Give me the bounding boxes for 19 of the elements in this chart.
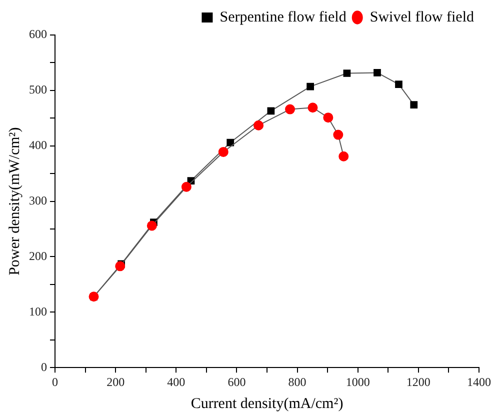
legend-label: Serpentine flow field bbox=[220, 9, 347, 26]
y-tick-label: 400 bbox=[29, 138, 47, 152]
y-axis-title: Power density(mW/cm²) bbox=[6, 127, 23, 276]
x-tick-label: 600 bbox=[228, 374, 246, 389]
y-tick-label: 500 bbox=[29, 82, 47, 97]
x-tick-label: 1000 bbox=[346, 374, 370, 389]
y-tick-label: 600 bbox=[29, 27, 47, 42]
legend-label: Swivel flow field bbox=[370, 9, 474, 26]
x-tick-label: 200 bbox=[106, 374, 125, 389]
x-tick-label: 1400 bbox=[467, 374, 491, 389]
y-tick-label: 200 bbox=[29, 248, 47, 263]
x-tick-label: 400 bbox=[167, 374, 186, 389]
y-tick-label: 0 bbox=[41, 360, 47, 374]
y-tick-label: 100 bbox=[29, 304, 47, 318]
x-tick-label: 0 bbox=[52, 374, 58, 389]
x-tick-label: 1200 bbox=[406, 374, 430, 389]
x-axis-title: Current density(mA/cm²) bbox=[190, 396, 344, 412]
x-tick-label: 800 bbox=[288, 374, 306, 389]
y-tick-label: 300 bbox=[29, 193, 47, 208]
